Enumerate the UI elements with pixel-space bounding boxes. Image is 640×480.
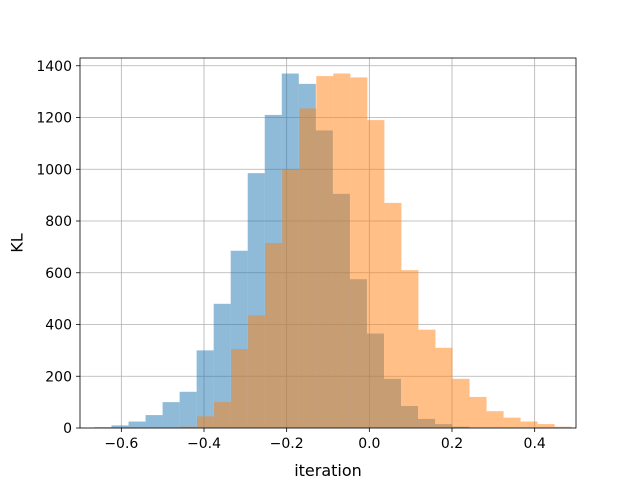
histogram-bar xyxy=(384,202,402,428)
histogram-bar xyxy=(520,421,538,428)
histogram-bar xyxy=(401,270,419,428)
x-tick-label: 0.4 xyxy=(524,436,546,452)
histogram-bar xyxy=(367,120,385,428)
histogram-bar xyxy=(554,426,572,428)
histogram-bar xyxy=(145,415,163,428)
y-tick-label: 1000 xyxy=(36,162,72,178)
histogram-bar xyxy=(282,169,300,429)
histogram-bar xyxy=(213,303,231,428)
histogram-bar xyxy=(333,73,351,428)
y-tick-label: 0 xyxy=(63,421,72,437)
histogram-bar xyxy=(196,350,214,428)
histogram-bar xyxy=(265,243,283,428)
x-tick-label: 0.2 xyxy=(441,436,463,452)
y-tick-label: 1400 xyxy=(36,59,72,75)
histogram-bars xyxy=(94,73,572,429)
x-tick-label: −0.4 xyxy=(187,436,221,452)
x-axis-label: iteration xyxy=(294,461,362,480)
axis-ticks: −0.6 −0.4 −0.2 0.0 0.2 0.4 0 200 400 600 800 1000 12… xyxy=(36,59,546,452)
histogram-bar xyxy=(128,421,146,428)
histogram-bar xyxy=(418,329,436,428)
histogram-bar xyxy=(214,402,232,428)
y-axis-label: KL xyxy=(8,233,27,252)
histogram-bar xyxy=(180,426,198,428)
histogram-bar xyxy=(452,378,470,428)
histogram-bar xyxy=(469,396,487,428)
histogram-bar xyxy=(248,315,266,428)
x-tick-label: −0.6 xyxy=(104,436,138,452)
x-tick-label: 0.0 xyxy=(358,436,380,452)
histogram-bar xyxy=(299,108,317,429)
y-tick-label: 1200 xyxy=(36,111,72,127)
histogram-bar xyxy=(179,391,197,428)
histogram-bar xyxy=(435,347,453,428)
plot-frame xyxy=(79,57,577,429)
histogram-bar xyxy=(162,402,180,428)
histogram-bar xyxy=(350,77,368,429)
histogram-bar xyxy=(197,416,215,428)
y-tick-label: 600 xyxy=(45,266,72,282)
histogram-bar xyxy=(231,349,249,428)
y-tick-label: 200 xyxy=(45,369,72,385)
histogram-bar xyxy=(486,411,504,428)
histogram-bar xyxy=(537,424,555,428)
y-tick-label: 400 xyxy=(45,318,72,334)
histogram-bar xyxy=(111,425,129,428)
x-tick-label: −0.2 xyxy=(270,436,304,452)
y-tick-label: 800 xyxy=(45,214,72,230)
histogram-bar xyxy=(316,76,334,429)
histogram-bar xyxy=(503,417,521,428)
